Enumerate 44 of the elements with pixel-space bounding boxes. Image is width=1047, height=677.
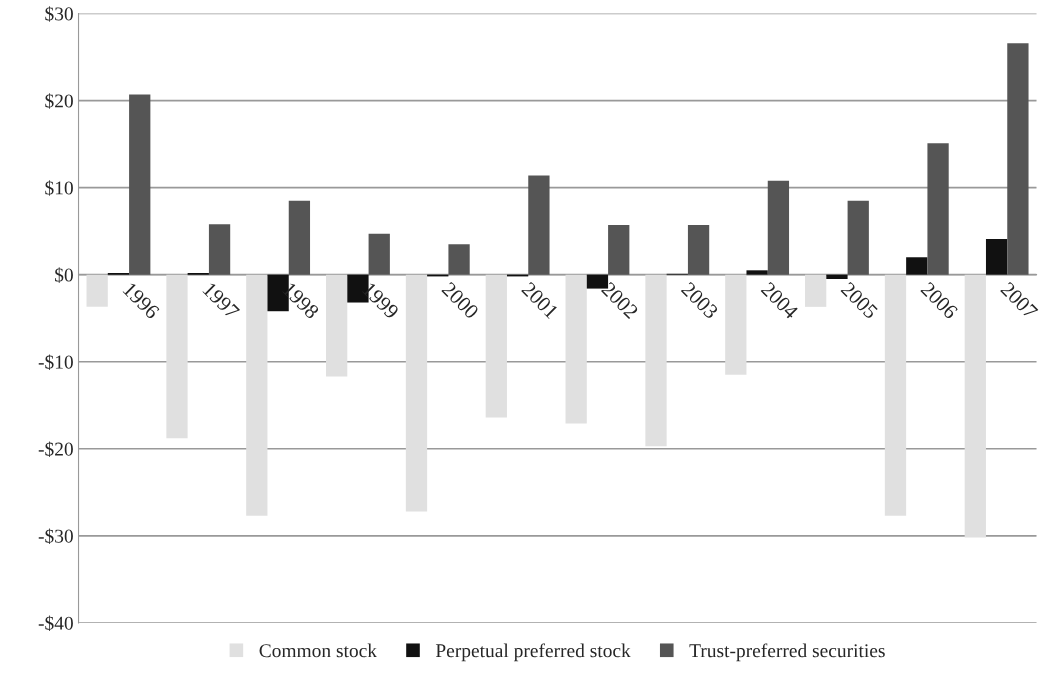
bar (906, 257, 928, 275)
x-tick-label: 1999 (362, 281, 400, 320)
bar (826, 274, 848, 280)
x-tick-label: 2007 (1000, 281, 1039, 320)
bar (725, 274, 747, 375)
y-tick-label: -$10 (38, 354, 73, 370)
legend-label: Common stock (259, 643, 378, 658)
bar (288, 200, 311, 275)
bar (246, 274, 268, 516)
bar (565, 274, 587, 424)
bar (985, 238, 1008, 275)
y-tick-label: -$30 (38, 528, 73, 545)
bar (448, 244, 470, 275)
y-tick-label: -$20 (38, 441, 73, 457)
y-tick-label: -$40 (38, 615, 73, 632)
bar (767, 180, 790, 275)
bar (485, 274, 507, 418)
bar (746, 270, 768, 275)
bar (1007, 43, 1029, 275)
bar (528, 175, 550, 275)
y-tick-label: $30 (45, 6, 73, 22)
bar (166, 274, 188, 439)
bar (884, 274, 907, 516)
x-tick-label: 1996 (122, 281, 161, 320)
bar (129, 94, 151, 275)
bar (687, 225, 710, 275)
y-tick-label: $0 (55, 267, 73, 283)
legend-label: Trust-preferred securities (689, 643, 885, 662)
bar (208, 224, 231, 275)
bar (405, 274, 428, 512)
bar (608, 225, 630, 275)
bar (326, 274, 348, 377)
legend-label: Perpetual preferred stock (435, 643, 631, 662)
bar (805, 274, 827, 307)
y-tick-label: $20 (45, 93, 73, 109)
y-tick-label: $10 (45, 180, 73, 196)
bar (964, 274, 986, 538)
bar (927, 143, 949, 275)
x-tick-label: 1997 (202, 281, 240, 320)
bar (847, 200, 869, 275)
x-tick-label: 1998 (282, 281, 320, 320)
bar (86, 274, 108, 307)
bar (368, 233, 390, 275)
bar (645, 274, 667, 447)
